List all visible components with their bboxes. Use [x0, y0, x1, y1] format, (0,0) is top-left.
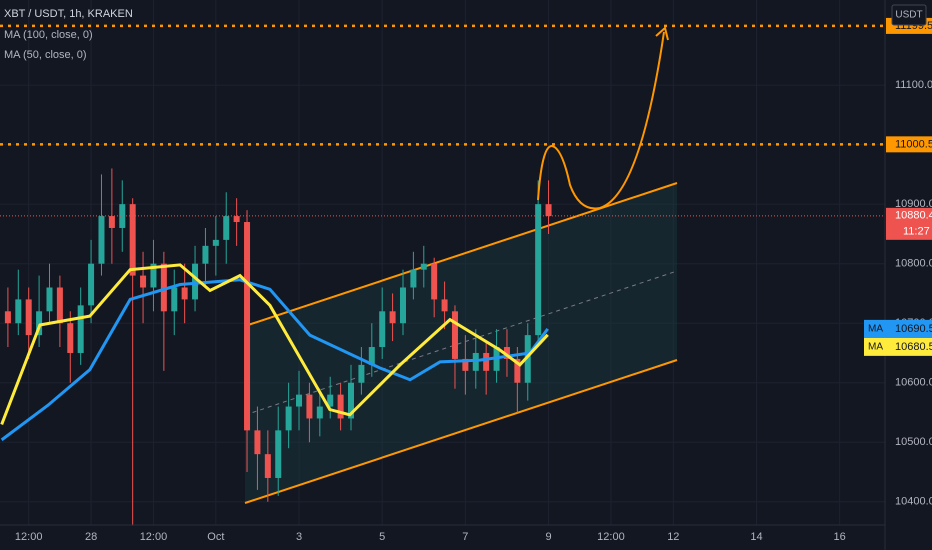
last-price-badge	[886, 207, 932, 240]
candle-body	[15, 299, 22, 324]
candle-body	[503, 347, 510, 359]
candle-body	[192, 263, 199, 300]
ma-badge	[864, 319, 932, 338]
x-tick-label: 12:00	[15, 531, 43, 543]
last-price-label: 10880.4	[895, 210, 932, 222]
ma-badge	[864, 337, 932, 356]
candle-body	[358, 364, 365, 383]
candle-body	[296, 394, 303, 407]
x-tick-label: 5	[379, 531, 385, 543]
candle-body	[56, 287, 63, 324]
x-tick-label: 16	[834, 531, 846, 543]
currency-label: USDT	[895, 10, 922, 21]
candle-body	[410, 269, 417, 288]
candle-body	[98, 216, 105, 264]
candle-body	[368, 347, 375, 365]
x-tick-label: 12:00	[140, 531, 168, 543]
ma-badge-name: MA	[868, 342, 883, 353]
x-tick-label: Oct	[207, 531, 224, 543]
candle-body	[108, 216, 115, 228]
candle-body	[337, 394, 344, 419]
candle-body	[212, 239, 219, 246]
candle-body	[244, 222, 251, 431]
countdown: 11:27	[903, 226, 930, 238]
candle-body	[181, 287, 188, 300]
x-tick-label: 14	[750, 531, 762, 543]
candle-body	[275, 430, 282, 478]
candle-body	[327, 394, 334, 407]
candle-body	[223, 216, 230, 240]
candle-body	[88, 263, 95, 306]
x-tick-label: 12:00	[597, 531, 625, 543]
candle-body	[25, 299, 32, 336]
ma-badge-name: MA	[868, 324, 883, 335]
currency-badge	[891, 4, 927, 26]
plot	[0, 24, 885, 526]
candle-body	[264, 454, 271, 478]
candle-body	[472, 352, 479, 371]
candle-body	[140, 275, 147, 288]
price-level-badge	[886, 136, 932, 153]
ma-badge-value: 10690.5	[895, 323, 932, 335]
candle-body	[46, 287, 53, 312]
candle-body	[160, 263, 167, 312]
x-tick-label: 7	[462, 531, 468, 543]
x-tick-label: 12	[667, 531, 679, 543]
candle-body	[77, 305, 84, 353]
forecast-arrow	[537, 31, 665, 210]
channel-mid	[244, 270, 678, 416]
y-tick-label: 10900.0	[895, 198, 932, 210]
candle-body	[306, 394, 313, 419]
candle-body	[389, 311, 396, 324]
y-tick-label: 11100.0	[895, 79, 932, 91]
y-tick-label: 10800.0	[895, 258, 932, 270]
x-tick-label: 3	[296, 531, 302, 543]
channel-lower	[244, 359, 678, 504]
candle-body	[150, 263, 157, 288]
candle-body	[67, 323, 74, 353]
candle-body	[233, 216, 240, 223]
candle-body	[462, 358, 469, 371]
candle-body	[441, 299, 448, 312]
candle-body	[524, 335, 531, 383]
ma-line	[0, 263, 549, 425]
candle-body	[399, 287, 406, 324]
legend-entry: MA (50, close, 0)	[4, 49, 87, 61]
ma-badge-value: 10680.5	[895, 341, 932, 353]
chart-title: XBT / USDT, 1h, KRAKEN	[4, 8, 133, 20]
x-tick-label: 9	[545, 531, 551, 543]
candle-body	[379, 311, 386, 348]
y-tick-label: 10500.0	[895, 436, 932, 448]
ma-line	[0, 278, 549, 442]
candle-body	[514, 358, 521, 383]
y-tick-label: 10400.0	[895, 496, 932, 508]
candle-body	[545, 204, 552, 217]
arrow-head	[655, 26, 669, 41]
candle-body	[119, 204, 126, 228]
candle-body	[4, 311, 11, 324]
axes: 10400.010500.010600.010700.010800.010900…	[15, 4, 932, 543]
candle-body	[285, 406, 292, 431]
candle-body	[420, 263, 427, 270]
price-level-label: 11000.5	[895, 138, 932, 150]
candle-body	[316, 406, 323, 419]
candle-body	[348, 382, 355, 419]
x-tick-label: 28	[85, 531, 97, 543]
y-tick-label: 10600.0	[895, 377, 932, 389]
legend-entry: MA (100, close, 0)	[4, 29, 93, 41]
candle-body	[483, 352, 490, 371]
candle-body	[129, 204, 136, 276]
candle-body	[254, 430, 261, 455]
candle-body	[431, 263, 438, 300]
candle-body	[171, 287, 178, 312]
candle-body	[451, 311, 458, 359]
candle-body	[202, 245, 209, 264]
candle-body	[36, 311, 43, 336]
candle-body	[535, 204, 542, 336]
